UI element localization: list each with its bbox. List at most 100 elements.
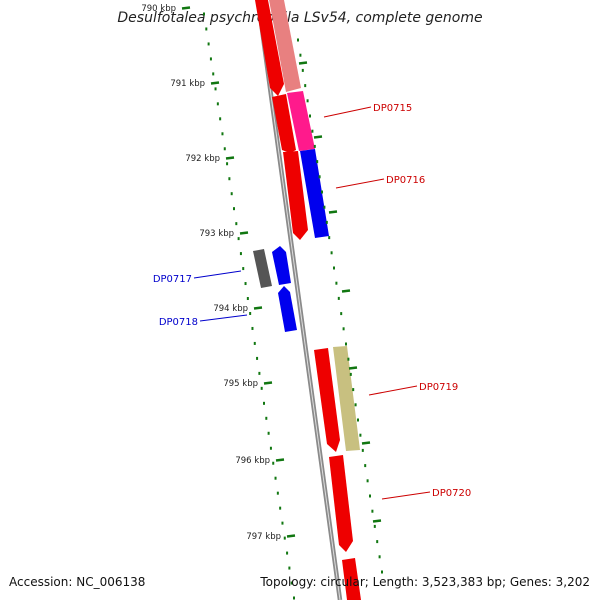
tick-dot [235,222,238,226]
gene-arrow-blue-dp0717[interactable] [272,246,291,285]
tick-dot [381,570,383,574]
tick-dot [318,175,321,179]
tick-dot [246,297,249,301]
tick-dot [239,252,242,256]
tick-dot [290,581,293,585]
tick-dot [242,267,245,271]
gene-arrow-blue-dp0718[interactable] [278,286,297,332]
tick-dot [376,540,379,544]
scale-tick-mark [239,231,249,235]
scale-tick-mark-outer [372,519,382,523]
tick-dot [321,190,323,194]
tick-dot [281,521,284,525]
scale-tick-mark-outer [348,366,358,370]
tick-dot [251,326,254,330]
tick-dot [311,129,314,133]
gene-arrow-red-dp0716[interactable] [283,151,308,240]
tick-dot [325,220,328,224]
gene-leader-line [368,385,418,396]
gene-label-dp0718[interactable]: DP0718 [159,317,198,328]
gene-features [253,0,361,600]
gene-arrow-red-dp0720[interactable] [329,455,353,552]
tick-dot [345,342,347,346]
tick-dot [347,357,350,361]
scale-tick-label: 795 kbp [223,379,258,389]
tick-dots-inner [203,12,295,600]
gene-block-blue-dp0716[interactable] [300,149,329,238]
scale-tick-label: 794 kbp [213,304,248,314]
gene-labels: DP0715 DP0716 DP0717 DP0718 DP0719 DP0720 [153,103,471,500]
tick-dot [272,461,275,465]
tick-dot [359,433,362,437]
tick-dot [258,371,261,375]
tick-dot [357,418,359,422]
scale-tick-label: 793 kbp [199,229,234,239]
tick-dot [233,207,235,211]
tick-dot [263,401,265,405]
tick-dot [299,53,302,57]
tick-dot [267,431,270,435]
tick-dot [237,237,240,241]
tick-dot [333,266,335,270]
gene-block-light-red[interactable] [269,0,301,92]
tick-dot [373,524,376,528]
tick-dot [212,72,215,76]
gene-block-khaki-dp0719[interactable] [333,346,360,451]
tick-dot [269,446,272,450]
scale-tick-mark-outer [313,135,323,139]
tick-dot [378,555,381,559]
gene-arrow-red-top[interactable] [255,0,284,96]
tick-dot [335,281,338,285]
tick-dots-outer [297,38,383,574]
scale-tick-mark-outer [298,61,308,65]
tick-dot [337,296,340,300]
scale-tick-mark [275,458,285,462]
tick-dot [276,491,279,495]
tick-dot [309,114,311,118]
gene-label-dp0717[interactable]: DP0717 [153,274,192,285]
gene-block-magenta[interactable] [287,91,315,151]
tick-dot [253,341,256,345]
tick-dot [283,536,286,540]
tick-dot [279,506,282,510]
tick-dot [349,372,352,376]
tick-dot [244,282,247,286]
tick-dot [223,147,226,151]
gene-arrow-red-dp0715[interactable] [272,94,296,153]
tick-dot [316,160,319,164]
tick-dot [265,416,268,420]
gene-label-dp0720[interactable]: DP0720 [432,488,471,499]
scale-tick-label: 796 kbp [235,456,270,466]
scale-tick-mark [181,6,191,10]
scale-ticks: 790 kbp 791 kbp 792 kbp 793 kbp 794 kbp 795 k… [141,4,382,542]
map-title: Desulfotalea psychrophila LSv54, complet… [117,10,483,26]
gene-leader-line [335,178,385,189]
scale-tick-mark [286,534,296,538]
gene-leader-line [381,491,431,500]
gene-block-grey[interactable] [253,249,272,288]
tick-dot [342,327,345,331]
tick-dot [304,84,307,88]
accession-text: Accession: NC_006138 [9,575,146,589]
gene-label-dp0715[interactable]: DP0715 [373,103,412,114]
tick-dot [260,386,263,390]
tick-dot [203,12,205,16]
tick-dot [366,479,369,483]
gene-leader-line [193,270,242,279]
tick-dot [228,177,231,181]
gene-leader-line [323,106,372,118]
scale-tick-mark-outer [328,210,338,214]
tick-dot [330,251,333,255]
gene-block-red-bottom[interactable] [342,558,361,600]
scale-tick-label: 792 kbp [185,154,220,164]
scale-tick-mark-outer [361,441,371,445]
gene-label-dp0716[interactable]: DP0716 [386,175,425,186]
gene-arrow-red-dp0719[interactable] [314,348,340,452]
tick-dot [297,38,299,42]
gene-label-dp0719[interactable]: DP0719 [419,382,458,393]
tick-dot [371,509,374,513]
genome-summary-text: Topology: circular; Length: 3,523,383 bp… [260,575,590,589]
scale-tick-label: 791 kbp [170,79,205,89]
tick-dot [230,192,233,196]
